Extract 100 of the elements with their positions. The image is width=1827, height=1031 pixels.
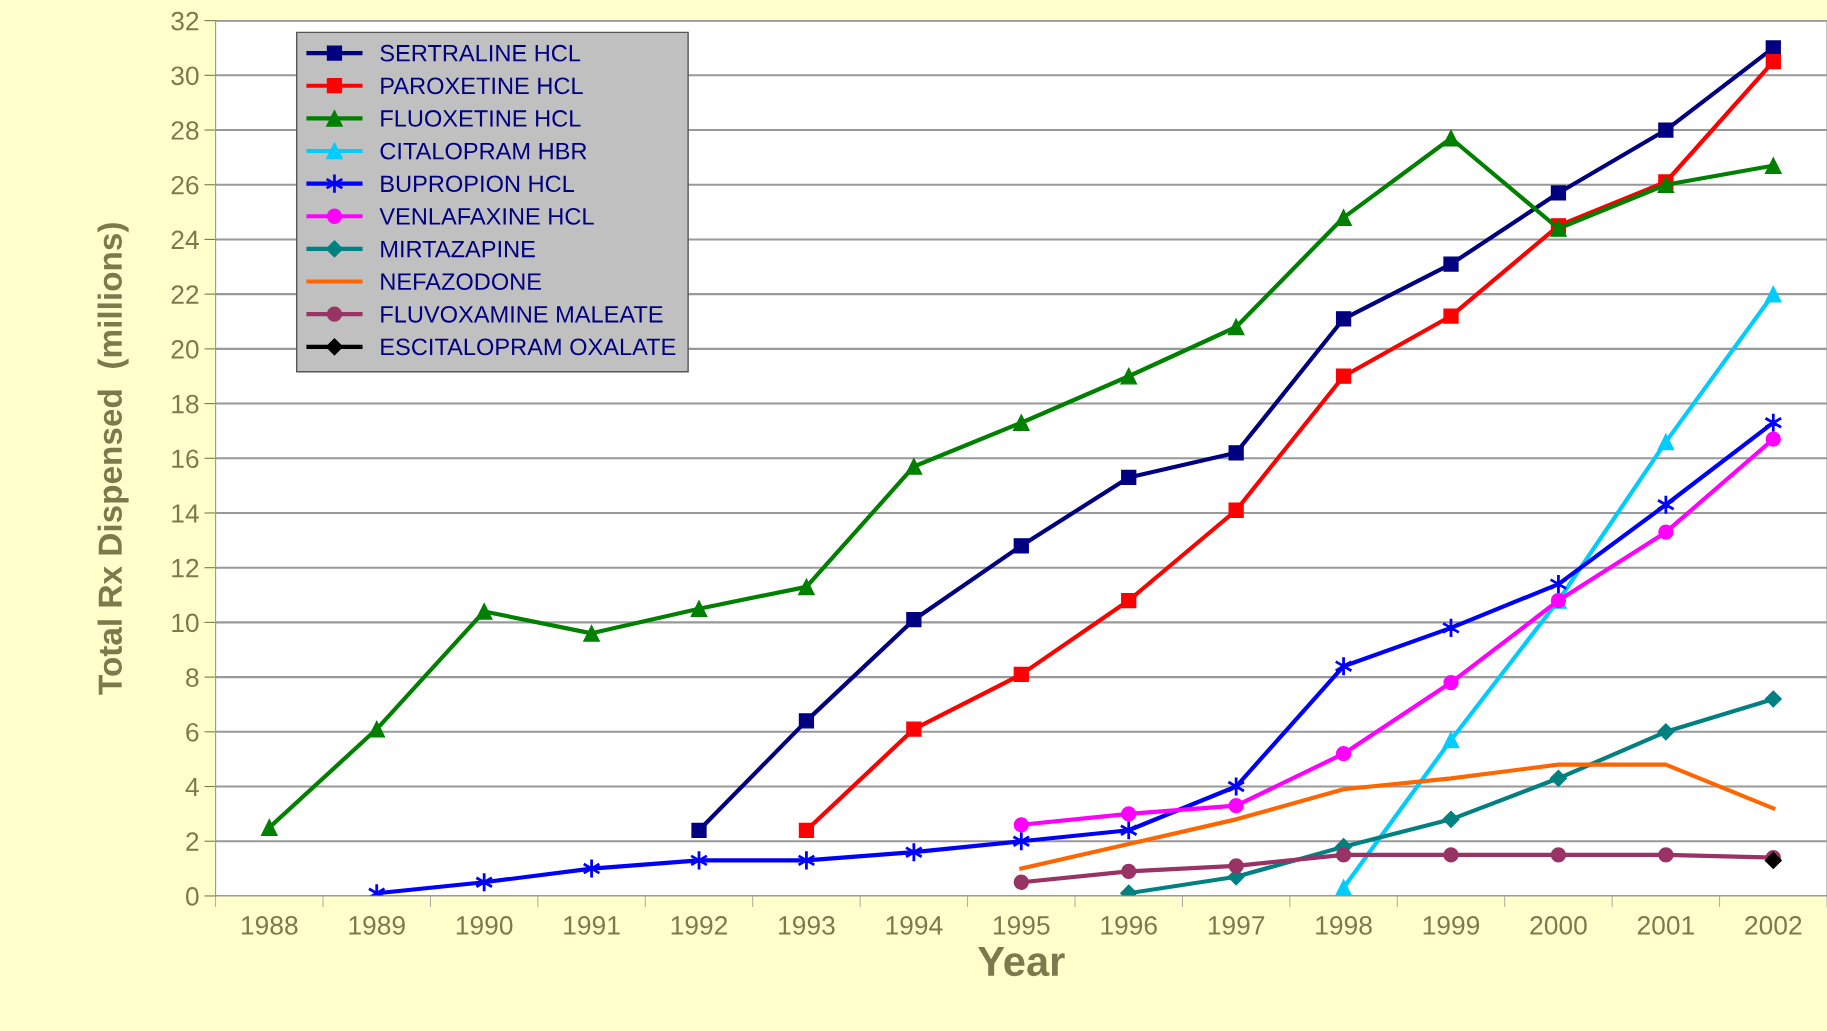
- x-tick-label: 2001: [1637, 916, 1694, 935]
- point: [1658, 524, 1674, 540]
- point: [1764, 690, 1782, 708]
- point: [1658, 847, 1674, 863]
- point: [1335, 879, 1352, 896]
- y-tick-label: 10: [172, 613, 199, 633]
- point: [475, 603, 493, 620]
- point: [1228, 502, 1244, 518]
- legend-label: FLUVOXAMINE MALEATE: [381, 305, 663, 323]
- point: [1228, 858, 1244, 874]
- point: [583, 625, 600, 642]
- x-tick-label: 2002: [1745, 916, 1802, 935]
- point: [798, 578, 815, 596]
- y-tick-label: 12: [172, 558, 199, 578]
- y-tick-label: 16: [172, 449, 199, 469]
- x-axis-title: Year: [977, 947, 1065, 977]
- point: [1335, 847, 1352, 863]
- x-tick-label: 1993: [779, 916, 835, 935]
- legend-label: NEFAZODONE: [381, 273, 541, 291]
- legend-label: SERTRALINE HCL: [380, 44, 581, 62]
- point: [1442, 129, 1460, 147]
- y-tick-label: 8: [186, 668, 199, 687]
- x-tick-label: 1997: [1208, 916, 1265, 935]
- point: [1443, 308, 1459, 324]
- line-series: [1019, 762, 1776, 871]
- point: [1549, 573, 1568, 595]
- point: [1013, 538, 1029, 554]
- point: [1013, 874, 1029, 890]
- y-tick-label: 20: [171, 340, 199, 359]
- point: [1442, 731, 1460, 749]
- legend-label: CITALOPRAM HBR: [380, 142, 587, 160]
- point: [1764, 285, 1782, 303]
- point: [1442, 810, 1460, 828]
- point: [1227, 318, 1245, 336]
- point: [690, 600, 708, 618]
- point: [1228, 445, 1244, 461]
- point: [1121, 806, 1137, 822]
- y-tick-label: 14: [172, 504, 199, 523]
- point: [1013, 817, 1029, 833]
- y-tick-label: 32: [171, 11, 199, 31]
- point: [1443, 847, 1459, 863]
- x-tick-label: 1990: [456, 916, 513, 935]
- point: [1550, 185, 1567, 201]
- point: [1657, 433, 1675, 451]
- point: [368, 720, 386, 738]
- point: [798, 713, 815, 729]
- point: [1549, 769, 1567, 787]
- legend-label: ESCITALOPRAM OXALATE: [381, 338, 676, 356]
- y-tick-label: 4: [185, 777, 199, 797]
- point: [1335, 311, 1352, 327]
- point: [1335, 746, 1352, 762]
- legend-label: VENLAFAXINE HCL: [379, 208, 594, 225]
- point: [798, 822, 815, 838]
- x-tick-label: 2000: [1530, 916, 1587, 935]
- x-tick-label: 1991: [564, 916, 620, 935]
- point: [1764, 157, 1782, 174]
- point: [1658, 122, 1674, 138]
- x-tick-label: 1988: [241, 916, 298, 935]
- legend-label: FLUOXETINE HCL: [381, 110, 581, 127]
- point: [1121, 592, 1137, 609]
- point: [1121, 863, 1137, 879]
- x-tick-label: 1989: [349, 916, 405, 935]
- y-axis-title: Total Rx Dispensed (millions): [97, 223, 129, 695]
- x-tick-label: 1999: [1423, 916, 1480, 935]
- y-tick-label: 2: [186, 832, 199, 851]
- point: [1657, 176, 1675, 194]
- legend-label: PAROXETINE HCL: [381, 77, 583, 95]
- point: [1443, 256, 1459, 272]
- point: [1335, 209, 1352, 226]
- point: [1550, 847, 1567, 863]
- x-tick-label: 1995: [993, 916, 1050, 935]
- legend-label: MIRTAZAPINE: [381, 240, 535, 258]
- y-tick-label: 22: [171, 285, 199, 304]
- x-tick-label: 1996: [1101, 916, 1157, 935]
- point: [1657, 723, 1675, 741]
- legend-label: BUPROPION HCL: [381, 175, 575, 193]
- point: [1120, 367, 1138, 385]
- x-tick-label: 1998: [1316, 916, 1372, 935]
- x-tick-label: 1994: [886, 916, 943, 935]
- point: [1335, 368, 1352, 384]
- point: [691, 822, 707, 838]
- y-tick-label: 28: [171, 121, 199, 140]
- x-tick-label: 1992: [671, 916, 728, 935]
- y-tick-label: 30: [171, 66, 199, 86]
- point: [906, 721, 922, 737]
- point: [906, 612, 922, 628]
- point: [1443, 674, 1459, 691]
- point: [1121, 469, 1137, 486]
- point: [1765, 40, 1781, 56]
- point: [905, 458, 923, 475]
- y-tick-label: 6: [186, 722, 199, 742]
- point: [1013, 666, 1029, 683]
- point: [1228, 798, 1244, 814]
- point: [1765, 431, 1781, 447]
- point: [1765, 54, 1781, 70]
- y-tick-label: 26: [171, 175, 199, 195]
- point: [1012, 414, 1030, 432]
- y-tick-label: 0: [185, 887, 199, 906]
- point: [260, 819, 278, 836]
- y-tick-label: 18: [172, 394, 199, 414]
